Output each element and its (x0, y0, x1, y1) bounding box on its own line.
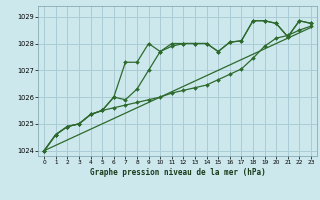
X-axis label: Graphe pression niveau de la mer (hPa): Graphe pression niveau de la mer (hPa) (90, 168, 266, 177)
